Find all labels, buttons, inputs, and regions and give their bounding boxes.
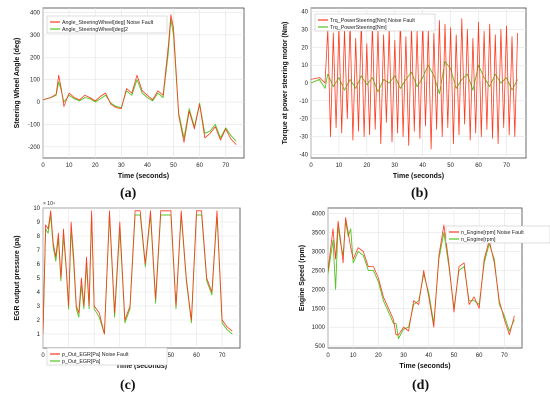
series-line-noise-fault bbox=[43, 210, 233, 335]
x-tick-label: 50 bbox=[447, 163, 454, 169]
y-tick-label: -40 bbox=[299, 152, 308, 158]
x-axis-label: Time (seconds) bbox=[118, 173, 169, 180]
y-tick-label: 2000 bbox=[312, 287, 326, 293]
x-tick-label: 0 bbox=[326, 353, 330, 359]
x-tick-label: 50 bbox=[168, 353, 175, 359]
y-axis-label: EGR output pressure (pa) bbox=[14, 235, 21, 320]
series-line-noise-fault bbox=[43, 14, 237, 145]
y-tick-label: 200 bbox=[30, 55, 41, 61]
x-tick-label: 10 bbox=[350, 353, 357, 359]
series-line-noise-fault bbox=[328, 217, 515, 336]
y-tick-label: 10 bbox=[301, 63, 308, 69]
x-tick-label: 60 bbox=[476, 353, 483, 359]
legend-entry: n_Engine[rpm] bbox=[461, 237, 496, 243]
y-tick-label: 4000 bbox=[312, 212, 326, 218]
y-tick-label: 20 bbox=[301, 45, 308, 51]
x-tick-label: 60 bbox=[196, 163, 203, 169]
x-tick-label: 70 bbox=[222, 163, 229, 169]
y-tick-label: 6 bbox=[37, 262, 41, 268]
x-tick-label: 50 bbox=[451, 353, 458, 359]
x-tick-label: 60 bbox=[475, 163, 482, 169]
legend-entry: p_Out_EGR[Pa] Noise Fault bbox=[62, 352, 129, 358]
x-tick-label: 50 bbox=[170, 163, 177, 169]
y-tick-label: 1000 bbox=[312, 325, 326, 331]
x-tick-label: 0 bbox=[41, 353, 45, 359]
y-tick-label: 8 bbox=[37, 234, 41, 240]
y-axis-label: Engine Speed (rpm) bbox=[299, 245, 306, 311]
y-tick-label: 7 bbox=[37, 248, 41, 254]
x-tick-label: 70 bbox=[501, 353, 508, 359]
y-tick-label: 2 bbox=[37, 318, 41, 324]
legend-entry: Trq_PowerSteering[Nm] Noise Fault bbox=[330, 18, 415, 24]
legend-entry: Angle_SteeringWheel[deg]2 bbox=[62, 27, 128, 33]
y-tick-label: 100 bbox=[30, 78, 41, 84]
y-tick-label: 2500 bbox=[312, 268, 326, 274]
panel-label-b: (b) bbox=[411, 186, 429, 201]
y-tick-label: -10 bbox=[299, 99, 308, 105]
y-tick-label: 1500 bbox=[312, 306, 326, 312]
legend-box bbox=[46, 347, 168, 366]
legend-box bbox=[445, 225, 550, 244]
series-line-noise-fault bbox=[311, 18, 518, 150]
y-tick-label: 0 bbox=[37, 100, 41, 106]
x-tick-label: 0 bbox=[309, 163, 313, 169]
legend-entry: Trq_PowerSteering[Nm] bbox=[330, 25, 387, 31]
x-tick-label: 70 bbox=[503, 163, 510, 169]
x-tick-label: 40 bbox=[144, 163, 151, 169]
y-tick-label: 0 bbox=[305, 81, 309, 87]
y-tick-label: 400 bbox=[30, 10, 41, 16]
x-tick-label: 20 bbox=[92, 163, 99, 169]
panel-label-d: (d) bbox=[412, 378, 430, 393]
y-tick-label: -20 bbox=[299, 117, 308, 123]
x-tick-label: 40 bbox=[425, 353, 432, 359]
y-tick-label: 30 bbox=[301, 27, 308, 33]
egr-pressure-chart: 01020304050607012345678910Time (seconds)… bbox=[14, 201, 241, 370]
y-multiplier-label: × 10⁴ bbox=[43, 201, 55, 207]
x-tick-label: 60 bbox=[193, 353, 200, 359]
x-tick-label: 30 bbox=[391, 163, 398, 169]
x-tick-label: 10 bbox=[336, 163, 343, 169]
x-tick-label: 0 bbox=[41, 163, 45, 169]
y-tick-label: 5 bbox=[37, 276, 41, 282]
x-tick-label: 30 bbox=[400, 353, 407, 359]
y-tick-label: 3000 bbox=[312, 250, 326, 256]
x-axis-label: Time (seconds) bbox=[399, 363, 450, 370]
y-tick-label: 40 bbox=[301, 10, 308, 16]
x-axis-label: Time (seconds) bbox=[393, 173, 444, 180]
legend: Trq_PowerSteering[Nm] Noise FaultTrq_Pow… bbox=[314, 13, 436, 32]
steering-torque-chart: 0 10 20 30 40 50 60 70 -40 -30 -20 -10 0 10 20 30 40 Time… bbox=[282, 7, 527, 180]
legend-box bbox=[46, 15, 168, 34]
y-tick-label: 3 bbox=[37, 304, 41, 310]
y-tick-label: 3500 bbox=[312, 231, 326, 237]
x-axis-label: Time (seconds) bbox=[116, 363, 167, 370]
legend: Angle_SteeringWheel[deg] Noise FaultAngl… bbox=[46, 15, 168, 34]
y-tick-label: 300 bbox=[30, 33, 41, 39]
engine-speed-chart: 0 10 20 30 40 50 60 70 500 1000 1500 2000 2500 3000 35… bbox=[299, 207, 550, 370]
y-tick-label: 4 bbox=[37, 290, 41, 296]
x-tick-label: 30 bbox=[118, 163, 125, 169]
x-tick-label: 20 bbox=[375, 353, 382, 359]
panel-label-a: (a) bbox=[120, 186, 137, 201]
x-tick-label: 10 bbox=[66, 163, 73, 169]
y-tick-label: -100 bbox=[28, 122, 41, 128]
steering-angle-chart: 0 10 20 30 40 50 60 70 -200 -100 0 100 200 300 400 Time… bbox=[14, 7, 245, 180]
y-tick-label: -30 bbox=[299, 135, 308, 141]
y-tick-label: 1 bbox=[37, 332, 41, 338]
x-tick-label: 70 bbox=[219, 353, 226, 359]
legend-box bbox=[314, 13, 436, 32]
legend-entry: p_Out_EGR[Pa] bbox=[62, 359, 101, 365]
legend-entry: n_Engine[rpm] Noise Fault bbox=[461, 230, 524, 236]
y-axis-label: Steering Wheel Angle (deg) bbox=[14, 38, 21, 129]
y-tick-label: -200 bbox=[28, 145, 41, 151]
y-tick-label: 500 bbox=[315, 344, 326, 350]
y-tick-label: 10 bbox=[33, 206, 40, 212]
panel-label-c: (c) bbox=[120, 378, 136, 393]
x-tick-label: 20 bbox=[364, 163, 371, 169]
legend-entry: Angle_SteeringWheel[deg] Noise Fault bbox=[62, 20, 154, 26]
x-tick-label: 40 bbox=[419, 163, 426, 169]
y-axis-label: Torque at power steering motor (Nm) bbox=[282, 22, 289, 145]
y-tick-label: 9 bbox=[37, 220, 41, 226]
